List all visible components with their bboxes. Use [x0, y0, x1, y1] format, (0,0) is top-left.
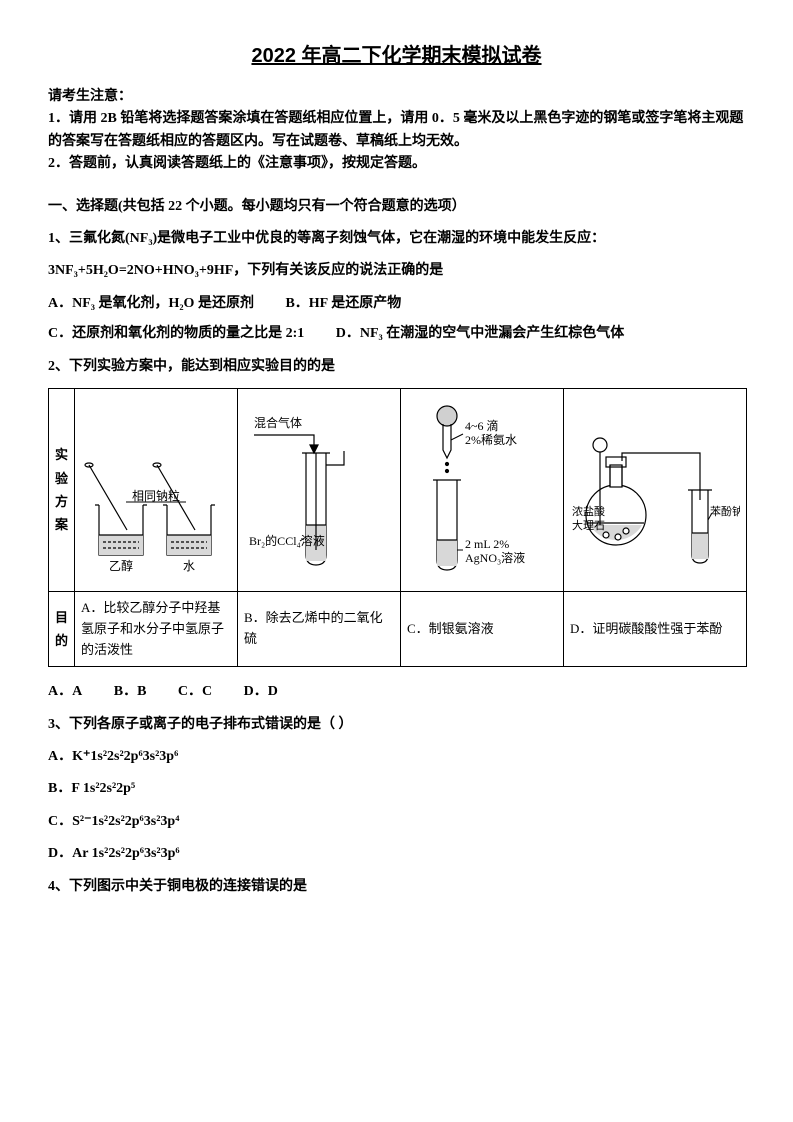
purpose-a: A．比较乙醇分子中羟基氢原子和水分子中氢原子的活泼性: [75, 591, 238, 666]
row-label-scheme: 实验方案: [49, 388, 75, 591]
q2-ans-d: D．D: [244, 684, 278, 699]
q3-stem: 3、下列各原子或离子的电子排布式错误的是（ ）: [48, 714, 745, 736]
section-1-heading: 一、选择题(共包括 22 个小题。每小题均只有一个符合题意的选项）: [48, 196, 745, 218]
purpose-c: C．制银氨溶液: [401, 591, 564, 666]
diagram-a: 相同钠粒 乙醇 水: [75, 388, 238, 591]
q4-stem: 4、下列图示中关于铜电极的连接错误的是: [48, 876, 745, 898]
label-hcl: 浓盐酸: [572, 504, 605, 518]
notice-line-1: 1．请用 2B 铅笔将选择题答案涂填在答题纸相应位置上，请用 0．5 毫米及以上…: [48, 111, 743, 148]
table-row: 目的 A．比较乙醇分子中羟基氢原子和水分子中氢原子的活泼性 B．除去乙烯中的二氧…: [49, 591, 747, 666]
q1-opt-d: D．NF₃ 在潮湿的空气中泄漏会产生红棕色气体: [336, 323, 624, 345]
label-marble: 大理石: [572, 518, 605, 532]
label-phenolate: 苯酚钠溶液: [710, 504, 740, 518]
diagram-d: 浓盐酸 大理石 苯酚钠溶液: [564, 388, 747, 591]
q3-opt-a: A．K⁺1s²2s²2p⁶3s²3p⁶: [48, 746, 745, 768]
page-title: 2022 年高二下化学期末模拟试卷: [48, 40, 745, 72]
q2-ans-a: A．A: [48, 684, 82, 699]
q2-ans-c: C．C: [178, 684, 212, 699]
q3-opt-c: C．S²⁻1s²2s²2p⁶3s²3p⁴: [48, 811, 745, 833]
q2-answer-options: A．A B．B C．C D．D: [48, 681, 745, 703]
notice-head: 请考生注意：: [48, 89, 132, 104]
experiment-table: 实验方案: [48, 388, 747, 667]
label-ethanol: 乙醇: [109, 558, 133, 573]
q1-opt-c: C．还原剂和氧化剂的物质的量之比是 2:1: [48, 323, 304, 345]
label-agno3: 2 mL 2%AgNO₃溶液: [465, 537, 525, 565]
label-mixed-gas: 混合气体: [254, 415, 302, 430]
q1-opt-a: A．NF₃ 是氧化剂，H₂O 是还原剂: [48, 293, 254, 315]
purpose-d: D．证明碳酸酸性强于苯酚: [564, 591, 747, 666]
diagram-b: 混合气体 Br₂的CCl₄溶液: [238, 388, 401, 591]
label-water: 水: [183, 559, 195, 573]
label-ammonia-drops: 4~6 滴2%稀氨水: [465, 418, 517, 447]
q3-opt-b: B．F 1s²2s²2p⁵: [48, 778, 745, 800]
row-label-purpose: 目的: [49, 591, 75, 666]
q1-options-row-1: A．NF₃ 是氧化剂，H₂O 是还原剂 B．HF 是还原产物: [48, 293, 745, 315]
q2-ans-b: B．B: [114, 684, 147, 699]
notice-line-2: 2．答题前，认真阅读答题纸上的《注意事项》，按规定答题。: [48, 156, 426, 171]
q1-stem-1: 1、三氟化氮(NF₃)是微电子工业中优良的等离子刻蚀气体，它在潮湿的环境中能发生…: [48, 228, 745, 250]
purpose-b: B．除去乙烯中的二氧化硫: [238, 591, 401, 666]
label-br2-ccl4: Br₂的CCl₄溶液: [249, 533, 325, 548]
q3-opt-d: D．Ar 1s²2s²2p⁶3s²3p⁶: [48, 843, 745, 865]
q1-equation: 3NF₃+5H₂O=2NO+HNO₃+9HF，下列有关该反应的说法正确的是: [48, 260, 745, 282]
table-row: 实验方案: [49, 388, 747, 591]
q2-stem: 2、下列实验方案中，能达到相应实验目的的是: [48, 356, 745, 378]
diagram-c: 4~6 滴2%稀氨水 2 mL 2%AgNO₃溶液: [401, 388, 564, 591]
q1-opt-b: B．HF 是还原产物: [285, 293, 401, 315]
notice-block: 请考生注意： 1．请用 2B 铅笔将选择题答案涂填在答题纸相应位置上，请用 0．…: [48, 86, 745, 176]
q1-options-row-2: C．还原剂和氧化剂的物质的量之比是 2:1 D．NF₃ 在潮湿的空气中泄漏会产生…: [48, 323, 745, 345]
label-sodium: 相同钠粒: [132, 488, 180, 503]
